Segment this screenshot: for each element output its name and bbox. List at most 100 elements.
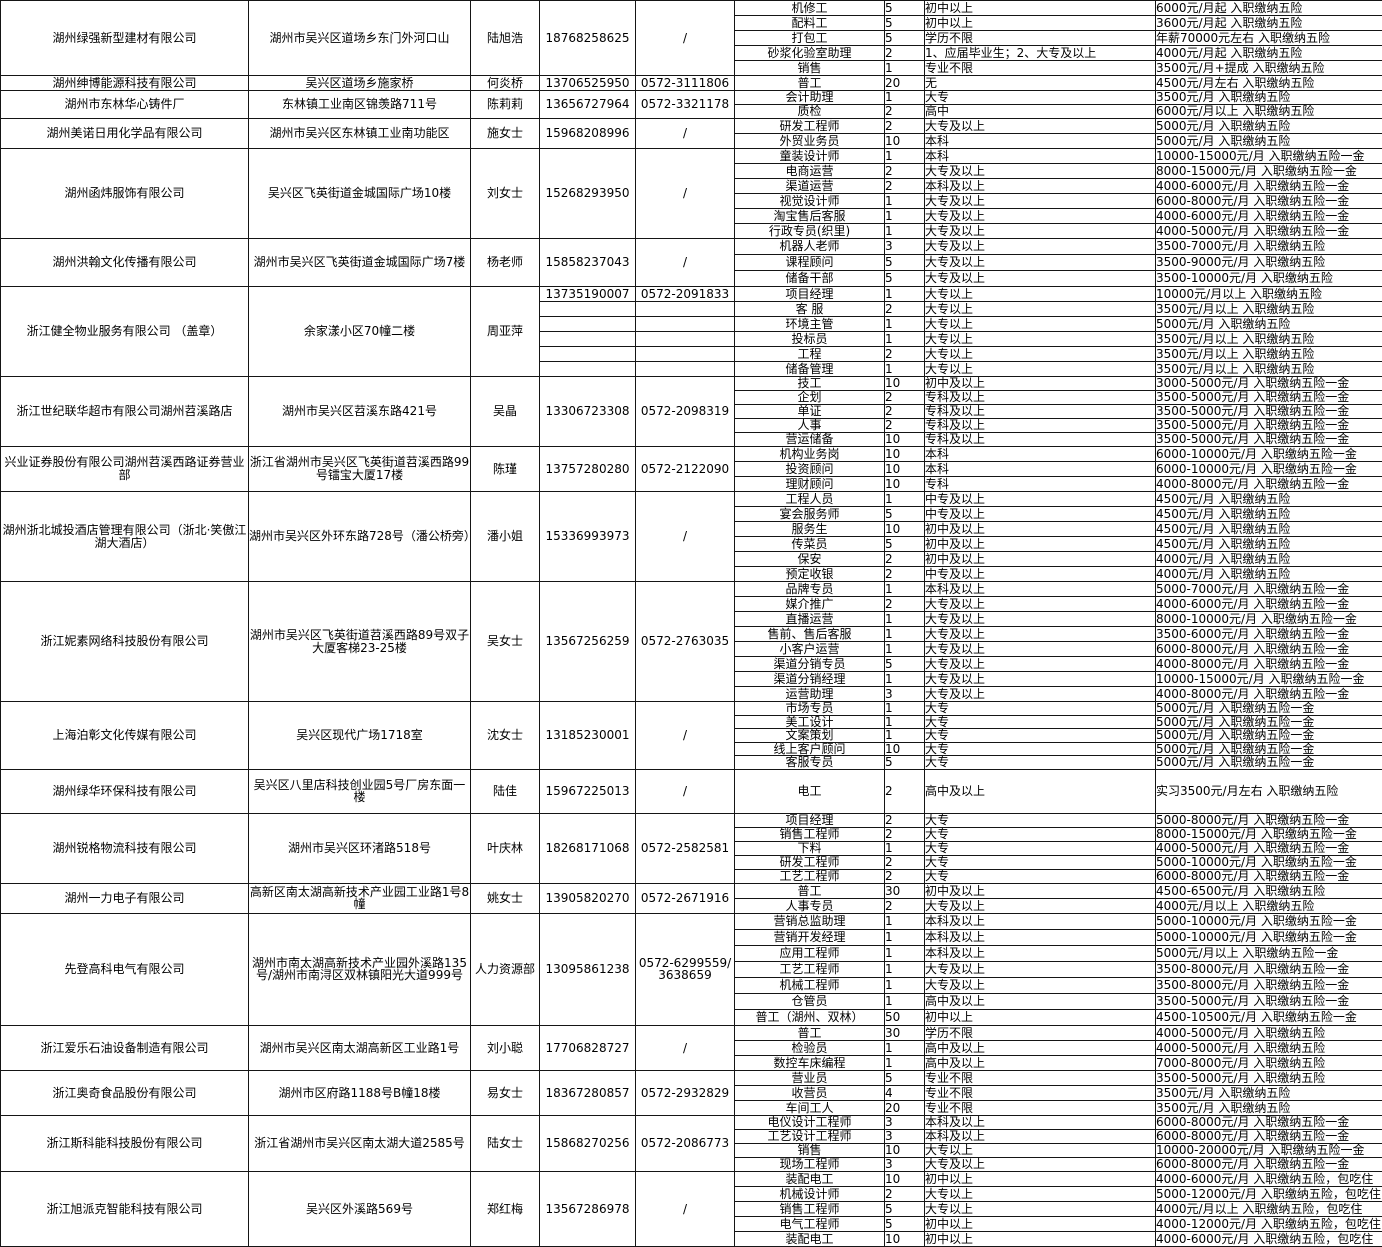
headcount-cell: 1 (885, 729, 925, 743)
salary-cell: 5000元/月 入职缴纳五险一金 (1156, 702, 1382, 716)
salary-cell: 5000-12000元/月 入职缴纳五险，包吃住 (1156, 1186, 1382, 1201)
landline-phone-cell (636, 317, 735, 332)
landline-phone-cell (636, 347, 735, 362)
education-cell: 1、应届毕业生；2、大专及以上 (925, 46, 1156, 61)
education-cell: 初中以上 (925, 1231, 1156, 1246)
job-title-cell: 投标员 (735, 332, 885, 347)
education-cell: 初中及以上 (925, 552, 1156, 567)
contact-person-cell: 何炎桥 (471, 76, 540, 91)
headcount-cell: 10 (885, 1143, 925, 1157)
headcount-cell: 5 (885, 507, 925, 522)
company-address-cell: 东林镇工业南区锦羡路711号 (249, 91, 471, 119)
headcount-cell: 10 (885, 522, 925, 537)
mobile-phone-cell: 15868270256 (540, 1115, 636, 1171)
company-name-cell: 湖州函炜服饰有限公司 (1, 149, 249, 239)
headcount-cell: 20 (885, 76, 925, 91)
job-title-cell: 美工设计 (735, 715, 885, 729)
salary-cell: 6000-8000元/月 入职缴纳五险一金 (1156, 642, 1382, 657)
headcount-cell: 1 (885, 961, 925, 977)
headcount-cell: 3 (885, 239, 925, 255)
education-cell: 大专以上 (925, 302, 1156, 317)
job-title-cell: 电工 (735, 769, 885, 813)
education-cell: 本科及以上 (925, 913, 1156, 929)
salary-cell: 10000-15000元/月 入职缴纳五险一金 (1156, 149, 1382, 164)
contact-person-cell: 潘小姐 (471, 492, 540, 582)
mobile-phone-cell: 13706525950 (540, 76, 636, 91)
salary-cell: 5000元/月以上 入职缴纳五险一金 (1156, 945, 1382, 961)
company-address-cell: 吴兴区外溪路569号 (249, 1171, 471, 1246)
headcount-cell: 30 (885, 883, 925, 898)
education-cell: 高中 (925, 105, 1156, 119)
job-title-cell: 保安 (735, 552, 885, 567)
salary-cell: 4000元/月 入职缴纳五险 (1156, 567, 1382, 582)
education-cell: 专业不限 (925, 61, 1156, 76)
job-title-cell: 营销总监助理 (735, 913, 885, 929)
headcount-cell: 1 (885, 91, 925, 105)
education-cell: 大专以上 (925, 1201, 1156, 1216)
company-address-cell: 高新区南太湖高新技术产业园工业路1号8幢 (249, 883, 471, 913)
job-title-cell: 打包工 (735, 31, 885, 46)
job-title-cell: 环境主管 (735, 317, 885, 332)
salary-cell: 6000-8000元/月 入职缴纳五险一金 (1156, 1115, 1382, 1129)
job-title-cell: 销售工程师 (735, 1201, 885, 1216)
company-address-cell: 湖州市吴兴区东林镇工业南功能区 (249, 119, 471, 149)
mobile-phone-cell: 18367280857 (540, 1070, 636, 1115)
table-row: 浙江妮素网络科技股份有限公司湖州市吴兴区飞英街道苕溪西路89号双子大厦客梯23-… (1, 582, 1382, 597)
job-title-cell: 机械设计师 (735, 1186, 885, 1201)
landline-phone-cell: / (636, 492, 735, 582)
education-cell: 学历不限 (925, 31, 1156, 46)
job-title-cell: 项目经理 (735, 813, 885, 827)
salary-cell: 4000元/月以上 入职缴纳五险 (1156, 898, 1382, 913)
salary-cell: 5000元/月 入职缴纳五险一金 (1156, 715, 1382, 729)
contact-person-cell: 陆女士 (471, 1115, 540, 1171)
job-title-cell: 品牌专员 (735, 582, 885, 597)
salary-cell: 5000-10000元/月 入职缴纳五险一金 (1156, 913, 1382, 929)
job-title-cell: 工程 (735, 347, 885, 362)
headcount-cell: 5 (885, 31, 925, 46)
mobile-phone-cell (540, 332, 636, 347)
education-cell: 大专及以上 (925, 209, 1156, 224)
education-cell: 大专及以上 (925, 1157, 1156, 1171)
job-title-cell: 仓管员 (735, 993, 885, 1009)
headcount-cell: 30 (885, 1025, 925, 1040)
company-address-cell: 浙江省湖州市吴兴区飞英街道苕溪西路99号镭宝大厦17楼 (249, 447, 471, 492)
headcount-cell: 2 (885, 302, 925, 317)
education-cell: 大专以上 (925, 362, 1156, 377)
salary-cell: 3500-5000元/月 入职缴纳五险一金 (1156, 433, 1382, 447)
education-cell: 本科及以上 (925, 582, 1156, 597)
salary-cell: 5000元/月 入职缴纳五险一金 (1156, 729, 1382, 743)
headcount-cell: 2 (885, 105, 925, 119)
job-title-cell: 质检 (735, 105, 885, 119)
mobile-phone-cell: 13735190007 (540, 287, 636, 302)
landline-phone-cell: / (636, 119, 735, 149)
education-cell: 中专及以上 (925, 492, 1156, 507)
education-cell: 初中以上 (925, 1, 1156, 16)
job-title-cell: 车间工人 (735, 1100, 885, 1115)
headcount-cell: 5 (885, 16, 925, 31)
salary-cell: 4000-5000元/月 入职缴纳五险 (1156, 1040, 1382, 1055)
headcount-cell: 3 (885, 1157, 925, 1171)
education-cell: 大专 (925, 715, 1156, 729)
headcount-cell: 50 (885, 1009, 925, 1025)
landline-phone-cell: / (636, 1, 735, 76)
job-title-cell: 课程顾问 (735, 255, 885, 271)
company-name-cell: 上海泊彰文化传媒有限公司 (1, 702, 249, 770)
headcount-cell: 20 (885, 1100, 925, 1115)
education-cell: 大专及以上 (925, 657, 1156, 672)
company-name-cell: 湖州绅博能源科技有限公司 (1, 76, 249, 91)
contact-person-cell: 叶庆林 (471, 813, 540, 883)
salary-cell: 6000元/月以上 入职缴纳五险 (1156, 105, 1382, 119)
job-title-cell: 电仪设计工程师 (735, 1115, 885, 1129)
mobile-phone-cell: 13757280280 (540, 447, 636, 492)
mobile-phone-cell: 13095861238 (540, 913, 636, 1025)
company-address-cell: 湖州市吴兴区飞英街道金城国际广场7楼 (249, 239, 471, 287)
company-address-cell: 湖州市吴兴区道场乡东门外河口山 (249, 1, 471, 76)
salary-cell: 10000-20000元/月 入职缴纳五险一金 (1156, 1143, 1382, 1157)
education-cell: 高中及以上 (925, 769, 1156, 813)
mobile-phone-cell: 15968208996 (540, 119, 636, 149)
education-cell: 初中及以上 (925, 522, 1156, 537)
job-title-cell: 单证 (735, 405, 885, 419)
